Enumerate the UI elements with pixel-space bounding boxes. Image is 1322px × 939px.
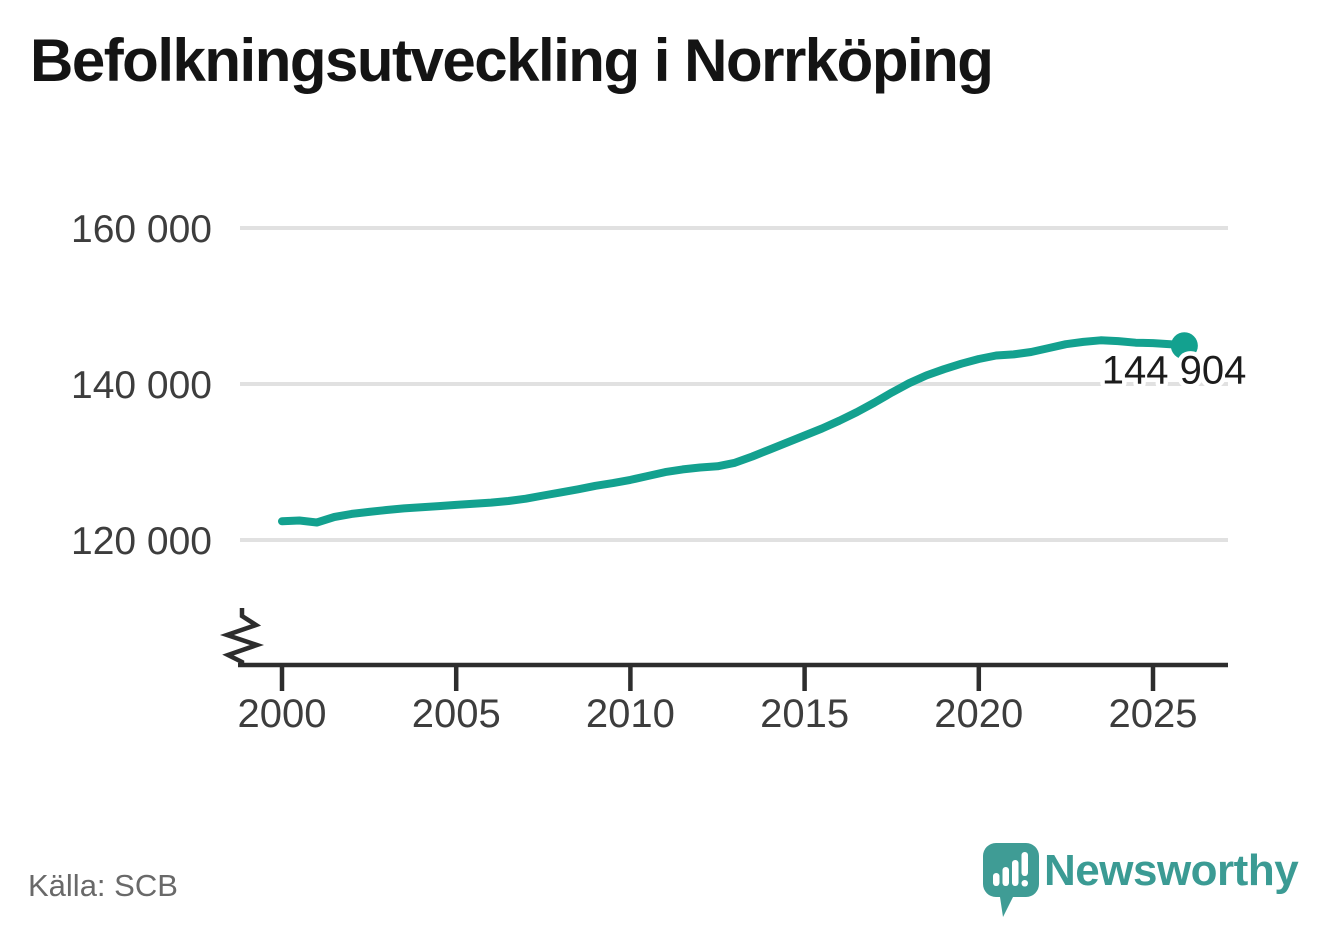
population-line	[278, 336, 1189, 527]
logo-bar-3	[1012, 860, 1019, 886]
logo-exclamation-bar	[1021, 852, 1028, 876]
x-tick-label: 2005	[412, 692, 501, 736]
newsworthy-logo-icon	[983, 843, 1039, 917]
x-tick-label: 2010	[586, 692, 675, 736]
logo-bar-1	[993, 873, 1000, 886]
end-value-label: 144 904	[1102, 349, 1247, 393]
x-tick-label: 2015	[760, 692, 849, 736]
logo-bubble-shape	[983, 843, 1039, 917]
y-tick-label: 160 000	[71, 208, 212, 251]
chart-title: Befolkningsutveckling i Norrköping	[30, 27, 994, 94]
end-point-dot	[1170, 332, 1198, 360]
newsworthy-wordmark: Newsworthy	[1044, 846, 1299, 895]
source-label: Källa: SCB	[28, 868, 178, 903]
logo-exclamation-dot	[1021, 880, 1028, 887]
x-tick-label: 2020	[934, 692, 1023, 736]
y-tick-label: 120 000	[71, 520, 212, 563]
y-tick-label: 140 000	[71, 364, 212, 407]
logo-bar-2	[1002, 867, 1009, 886]
x-tick-label: 2000	[238, 692, 327, 736]
x-tick-label: 2025	[1109, 692, 1198, 736]
axis-break-icon	[219, 608, 265, 667]
